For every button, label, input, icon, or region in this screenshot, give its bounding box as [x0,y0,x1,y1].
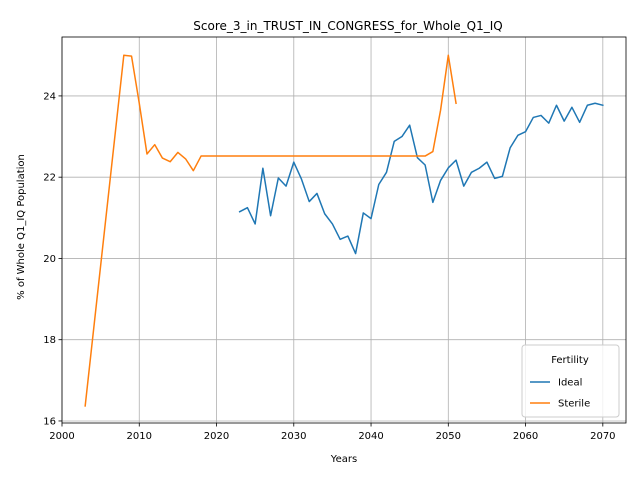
grid [61,37,626,423]
series-layer [84,54,604,407]
y-tick-label: 18 [43,335,56,346]
x-axis-label: Years [330,454,357,465]
plot-frame [61,36,627,424]
legend-label-sterile: Sterile [558,399,590,410]
y-tick-label: 16 [43,416,56,427]
legend-items: Ideal Sterile [530,378,590,410]
x-tick-label: 2040 [358,431,383,442]
x-tick-label: 2050 [436,431,461,442]
y-tick-label: 20 [43,254,56,265]
x-tick-label: 2060 [513,431,538,442]
legend-label-ideal: Ideal [558,378,582,389]
series-line-ideal [238,102,604,255]
x-tick-label: 2030 [281,431,306,442]
legend-box [521,344,620,418]
x-tick-label: 2010 [127,431,152,442]
x-tick-label: 2000 [49,431,74,442]
y-tick-label: 24 [43,91,56,102]
x-tick-label: 2020 [204,431,229,442]
y-axis-ticks: 16 18 20 22 24 [43,91,62,427]
legend-title: Fertility [551,355,589,366]
legend: Fertility Ideal Sterile [521,344,620,418]
y-axis-label: % of Whole Q1_IQ Population [16,154,27,300]
series-line-sterile [84,54,457,407]
y-tick-label: 22 [43,173,56,184]
chart-title: Score_3_in_TRUST_IN_CONGRESS_for_Whole_Q… [193,19,502,33]
x-tick-label: 2070 [590,431,615,442]
x-axis-ticks: 2000 2010 2020 2030 2040 2050 2060 2070 [49,423,616,442]
